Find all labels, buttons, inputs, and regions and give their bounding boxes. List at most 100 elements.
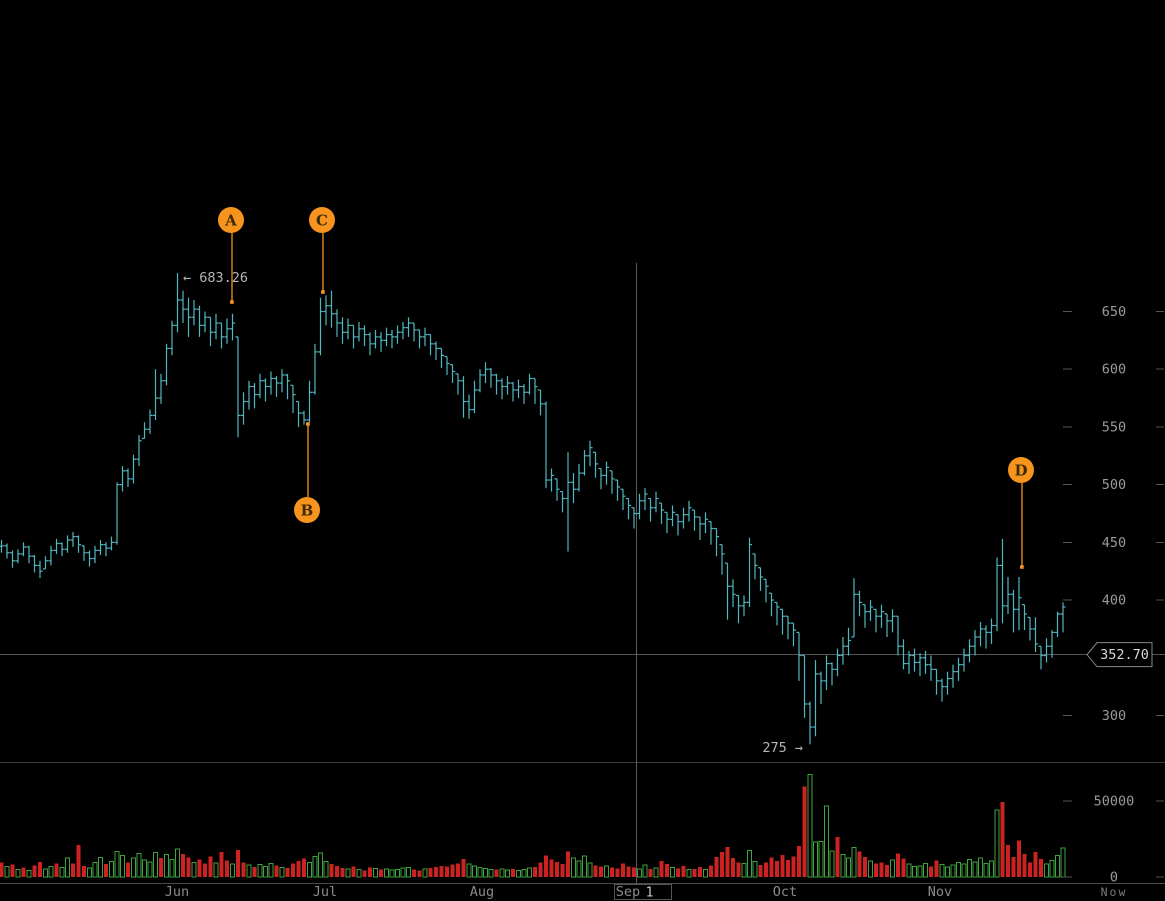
volume-bar xyxy=(335,866,339,877)
ohlc-bar xyxy=(1054,611,1061,638)
ohlc-bar xyxy=(460,376,467,418)
volume-bar xyxy=(769,857,774,877)
volume-bar xyxy=(1060,847,1066,878)
ohlc-bar xyxy=(257,373,263,399)
volume-bar xyxy=(1049,859,1055,878)
volume-bar xyxy=(181,853,185,877)
ohlc-bar xyxy=(334,309,340,337)
marker-d-letter: D xyxy=(1014,462,1027,480)
ohlc-bar xyxy=(961,648,967,672)
ohlc-bar xyxy=(317,297,324,356)
ohlc-bar xyxy=(1005,576,1011,614)
marker-a-circle[interactable] xyxy=(218,207,244,233)
ohlc-bar xyxy=(4,543,10,559)
volume-bar xyxy=(703,868,708,878)
volume-bar xyxy=(626,866,631,877)
ohlc-bar xyxy=(636,493,643,520)
ohlc-bar xyxy=(262,378,269,402)
volume-bar xyxy=(851,847,857,878)
volume-bar xyxy=(538,862,543,877)
volume-bar xyxy=(379,869,383,877)
ohlc-bar xyxy=(37,560,43,579)
volume-bar xyxy=(720,852,724,877)
ohlc-bar xyxy=(653,491,659,513)
volume-bar xyxy=(709,865,713,877)
ohlc-bar xyxy=(70,531,76,547)
ohlc-bar xyxy=(889,609,896,633)
ohlc-bar xyxy=(438,347,445,369)
marker-c-circle[interactable] xyxy=(309,207,335,233)
ohlc-bar xyxy=(763,578,769,603)
ohlc-bar xyxy=(988,618,995,644)
volume-bar xyxy=(274,865,279,877)
volume-bar xyxy=(389,869,395,878)
ohlc-bar xyxy=(752,553,758,580)
now-label: Now xyxy=(1101,885,1128,899)
volume-bar xyxy=(632,867,636,877)
ohlc-bar xyxy=(466,394,472,419)
volume-bar xyxy=(213,862,219,878)
ohlc-bar xyxy=(570,473,577,504)
volume-bar xyxy=(329,864,334,877)
volume-bar xyxy=(1044,863,1049,878)
ohlc-bar xyxy=(801,654,808,718)
ohlc-bar xyxy=(504,376,511,395)
volume-bar xyxy=(549,859,554,877)
volume-bar xyxy=(208,856,213,877)
ohlc-bar xyxy=(598,467,604,490)
ohlc-bar xyxy=(246,380,252,410)
ohlc-bar xyxy=(669,505,676,527)
volume-bar xyxy=(169,858,175,878)
ohlc-bar xyxy=(114,482,120,545)
volume-bar xyxy=(791,856,796,877)
volume-bar xyxy=(775,861,779,877)
ohlc-bar xyxy=(422,327,428,347)
ohlc-bar xyxy=(488,368,494,388)
volume-bar xyxy=(653,867,659,878)
volume-bar xyxy=(571,857,576,878)
ohlc-bar xyxy=(92,545,98,564)
ohlc-bar xyxy=(251,383,258,409)
volume-bar xyxy=(665,863,669,877)
ohlc-bar xyxy=(0,540,5,553)
ohlc-bar xyxy=(576,463,582,492)
ohlc-bar xyxy=(86,550,93,567)
marker-d-circle[interactable] xyxy=(1008,457,1034,483)
volume-bar xyxy=(637,868,642,878)
ohlc-bar xyxy=(884,613,890,638)
marker-b-circle[interactable] xyxy=(294,497,320,523)
ohlc-bar xyxy=(587,440,593,467)
volume-bar xyxy=(521,868,527,878)
ohlc-bar xyxy=(779,608,786,635)
ohlc-bar xyxy=(108,536,115,551)
volume-bar xyxy=(725,846,730,877)
volume-bar xyxy=(967,859,972,878)
volume-bar xyxy=(197,859,202,877)
volume-bar xyxy=(835,837,840,877)
volume-bar xyxy=(829,850,835,878)
ohlc-bar xyxy=(9,550,16,568)
crosshair-date-box xyxy=(614,884,672,900)
ohlc-bar xyxy=(719,544,725,575)
ohlc-bar xyxy=(807,701,813,745)
ohlc-bar xyxy=(900,639,907,670)
ohlc-bar xyxy=(323,295,329,326)
volume-bar xyxy=(587,862,593,878)
volume-bar xyxy=(560,864,565,877)
volume-bar xyxy=(48,866,54,878)
volume-bar xyxy=(483,867,488,878)
ohlc-bar xyxy=(185,297,192,337)
ohlc-bar xyxy=(873,608,879,633)
ohlc-bar xyxy=(163,343,170,386)
volume-bar xyxy=(610,867,614,877)
ohlc-bar xyxy=(427,333,434,356)
volume-bar xyxy=(87,867,92,878)
volume-bar xyxy=(516,869,521,878)
volume-bar xyxy=(340,867,345,877)
volume-bar xyxy=(868,860,873,878)
ohlc-bar xyxy=(999,538,1006,624)
ohlc-bar xyxy=(845,627,852,656)
volume-bar xyxy=(593,865,598,877)
ohlc-bar xyxy=(537,389,544,416)
